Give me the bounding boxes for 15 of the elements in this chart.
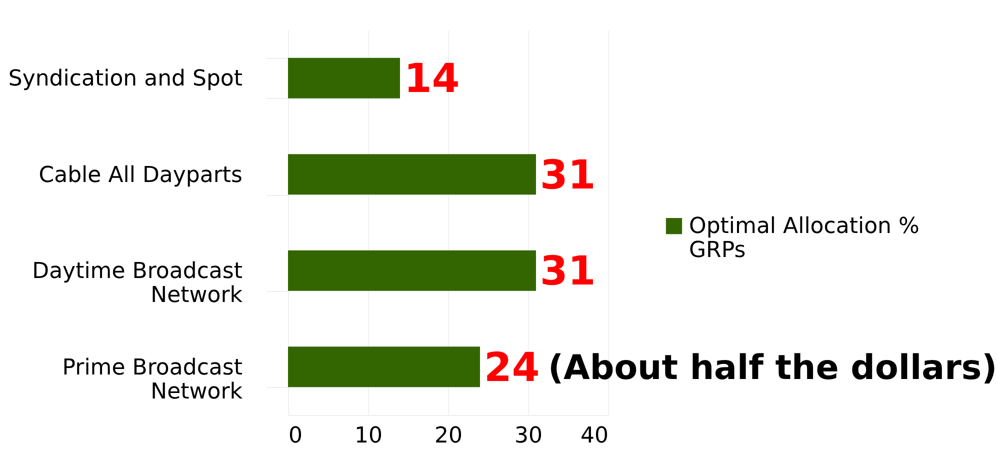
y-tick-label: Cable All Dayparts: [38, 162, 242, 188]
x-tick-label: 40: [580, 424, 608, 448]
data-label: 24: [484, 344, 540, 391]
data-label: 31: [540, 152, 596, 198]
annotation: (About half the dollars): [548, 348, 997, 388]
data-label: 31: [540, 248, 596, 295]
x-tick-label: 10: [354, 424, 382, 448]
data-label: 14: [404, 56, 460, 102]
x-tick-label: 20: [434, 424, 462, 448]
x-tick-label: 0: [288, 424, 302, 448]
y-tick-label: Prime Broadcast Network: [62, 355, 243, 404]
y-tick-label: Syndication and Spot: [8, 66, 243, 92]
x-tick-label: 30: [514, 424, 542, 448]
legend-label: Optimal Allocation % GRPs: [689, 214, 920, 263]
y-tick-label: Daytime Broadcast Network: [32, 259, 243, 308]
